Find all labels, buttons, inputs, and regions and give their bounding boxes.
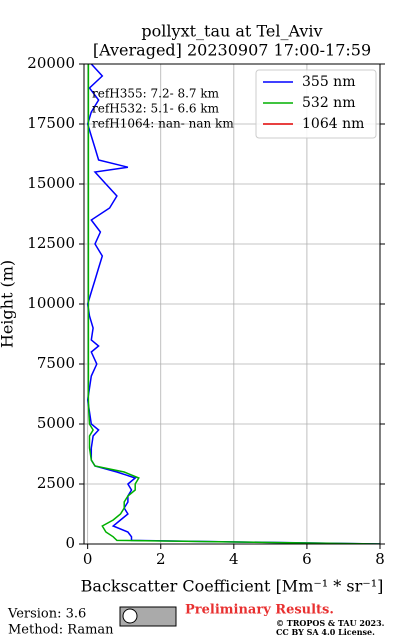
y-tick-label: 5000 [37, 414, 75, 432]
y-axis-label: Height (m) [0, 260, 17, 348]
x-tick-label: 4 [229, 550, 239, 568]
cc-logo-circle [122, 608, 138, 624]
plot-frame [83, 63, 381, 545]
x-tick-label: 0 [83, 550, 93, 568]
y-tick-label: 20000 [27, 54, 75, 72]
legend-label: 532 nm [302, 95, 355, 111]
x-tick-label: 6 [302, 550, 312, 568]
profile-line [87, 64, 380, 544]
legend-label: 355 nm [302, 74, 355, 90]
y-tick-label: 0 [65, 534, 75, 552]
license: CC BY SA 4.0 License. [276, 627, 375, 637]
version: Version: 3.6 [7, 607, 86, 622]
annotation: refH355: 7.2- 8.7 km [92, 87, 220, 101]
y-tick-label: 15000 [27, 174, 75, 192]
x-axis-label: Backscatter Coefficient [Mm⁻¹ * sr⁻¹] [81, 577, 384, 596]
copyright: © TROPOS & TAU 2023. [276, 618, 385, 628]
method: Method: Raman [8, 623, 114, 638]
chart-subtitle: [Averaged] 20230907 17:00-17:59 [93, 41, 371, 60]
annotation: refH532: 5.1- 6.6 km [92, 102, 220, 116]
y-tick-label: 2500 [37, 474, 75, 492]
profile-line [86, 64, 380, 544]
y-tick-label: 10000 [27, 294, 75, 312]
annotation: refH1064: nan- nan km [92, 117, 234, 131]
legend-label: 1064 nm [302, 116, 364, 132]
x-tick-label: 8 [375, 550, 385, 568]
y-tick-label: 12500 [27, 234, 75, 252]
notice: Preliminary Results. [185, 603, 334, 618]
legend-box [255, 69, 377, 139]
chart-title: pollyxt_tau at Tel_Aviv [141, 22, 322, 41]
x-tick-label: 2 [156, 550, 166, 568]
y-tick-label: 17500 [27, 114, 75, 132]
y-tick-label: 7500 [37, 354, 75, 372]
